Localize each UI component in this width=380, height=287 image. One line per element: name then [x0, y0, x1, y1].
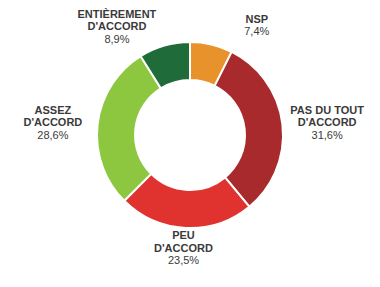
value-label: 8,9%: [104, 33, 129, 45]
chart: NSP7,4% PAS DU TOUTD'ACCORD31,6% PEUD'ACCO…: [0, 0, 380, 287]
value-label: 23,5%: [168, 254, 199, 266]
page: {"chart_data": {"type": "donut", "catego…: [0, 0, 380, 287]
slice: [97, 56, 161, 201]
slice: [141, 42, 190, 88]
category-label: PAS DU TOUTD'ACCORD: [290, 104, 364, 128]
category-label: ASSEZD'ACCORD: [23, 104, 82, 128]
labels: NSP7,4% PAS DU TOUTD'ACCORD31,6% PEUD'ACCO…: [23, 8, 364, 266]
category-label: NSP: [245, 13, 268, 25]
slices: [97, 42, 283, 228]
category-label: ENTIÈREMENTD'ACCORD: [77, 8, 156, 32]
value-label: 31,6%: [312, 129, 343, 141]
value-label: 7,4%: [244, 25, 269, 37]
category-label: PEUD'ACCORD: [154, 229, 213, 254]
value-label: 28,6%: [37, 129, 68, 141]
